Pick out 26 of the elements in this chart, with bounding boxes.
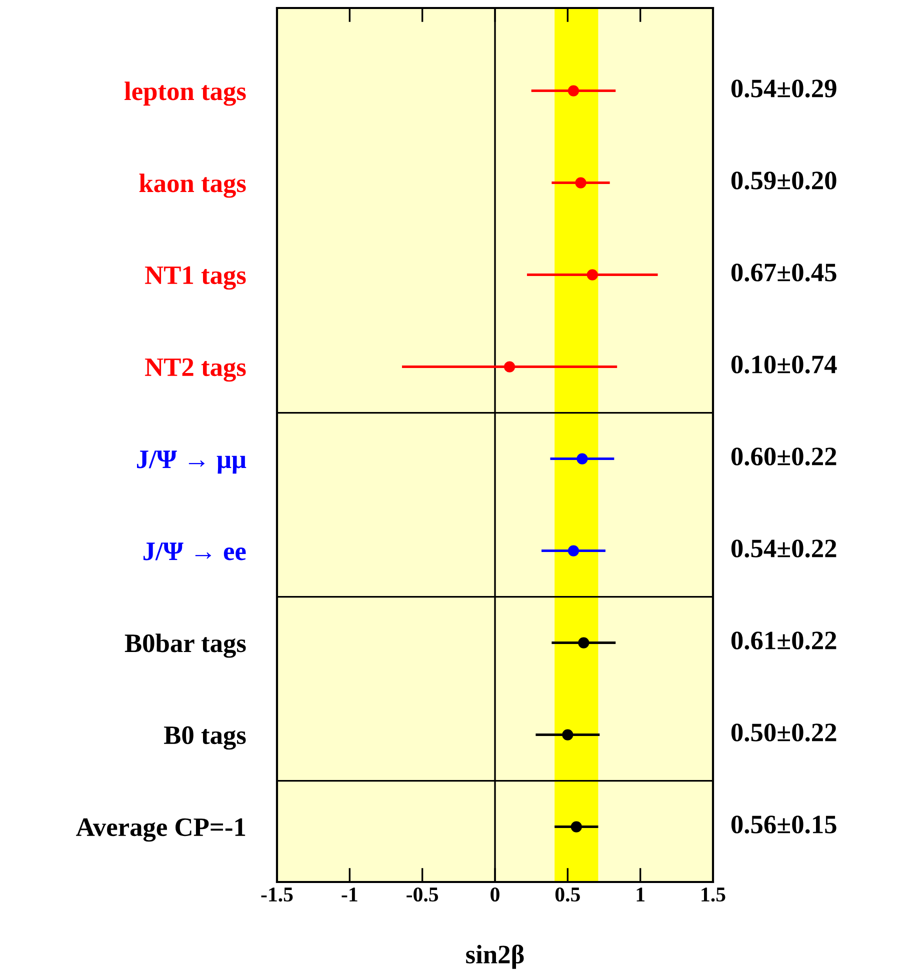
y-tick-label: kaon tags	[139, 174, 246, 198]
data-label: 0.54±0.22	[731, 540, 836, 558]
y-tick-label: lepton tags	[124, 82, 246, 106]
x-tick-label: -1	[342, 888, 358, 902]
data-label: 0.61±0.22	[731, 632, 836, 650]
data-label: 0.56±0.15	[731, 816, 836, 834]
data-label: 0.54±0.29	[731, 80, 836, 98]
x-tick-label: 1	[636, 888, 644, 902]
data-label: 0.59±0.20	[731, 172, 836, 190]
data-label: 0.67±0.45	[731, 264, 836, 282]
x-tick-label: 1.5	[702, 888, 726, 902]
x-tick-label: 0.5	[555, 887, 580, 902]
data-label: 0.10±0.74	[731, 356, 837, 374]
y-tick-label: J/Ψ → μμ	[137, 450, 246, 474]
y-tick-label: NT2 tags	[145, 358, 246, 382]
y-tick-label: NT1 tags	[145, 266, 246, 290]
data-label: 0.60±0.22	[731, 448, 836, 466]
y-tick-label: B0 tags	[164, 726, 246, 750]
y-tick-label: B0bar tags	[124, 634, 246, 658]
x-tick-label: -0.5	[406, 887, 438, 902]
x-tick-label: -1.5	[261, 888, 293, 902]
data-label: 0.50±0.22	[731, 724, 836, 742]
x-tick-label: 0	[490, 887, 500, 902]
y-tick-label: Average CP=-1	[76, 818, 246, 842]
y-tick-label: J/Ψ → ee	[144, 542, 246, 560]
x-axis-title: sin2β	[466, 944, 524, 969]
